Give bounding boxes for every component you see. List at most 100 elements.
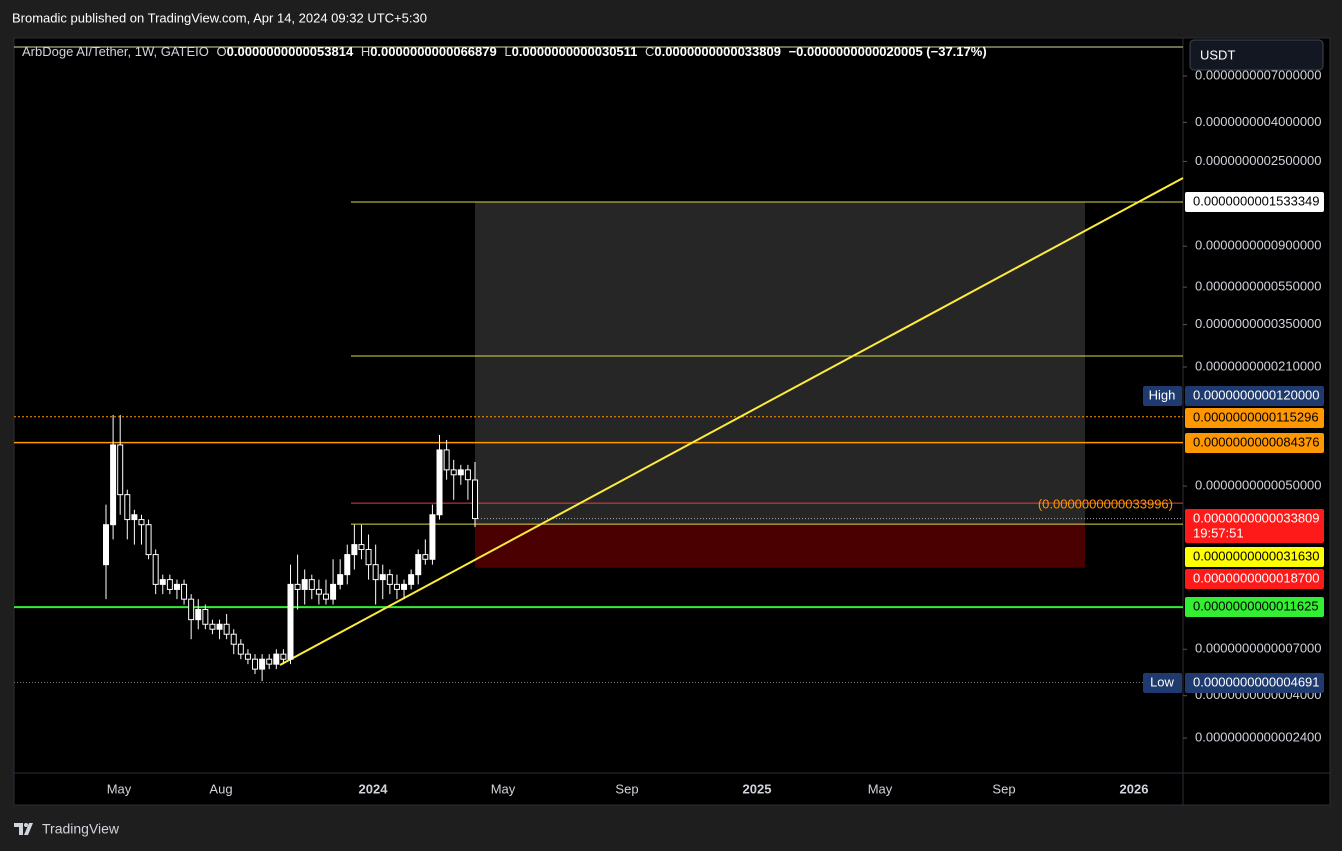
x-tick-label: 2025 — [743, 781, 772, 796]
y-tick-label: 0.0000000000210000 — [1195, 358, 1322, 373]
candle-body — [103, 524, 109, 566]
candle-body — [195, 609, 202, 621]
price-label: 0.0000000000033809 — [1193, 510, 1320, 525]
candle-body — [266, 658, 273, 665]
x-tick-label: Aug — [209, 781, 232, 796]
y-tick-label: 0.0000000000550000 — [1195, 279, 1322, 294]
candle-body — [401, 583, 408, 590]
candle-body — [145, 524, 152, 556]
candle-body — [386, 574, 393, 585]
candle-body — [209, 623, 216, 630]
button-frame[interactable] — [1189, 39, 1324, 71]
candle-body — [294, 583, 301, 590]
tag-label: High — [1149, 387, 1176, 402]
candle-body — [216, 623, 223, 630]
price-label-bg — [1185, 547, 1324, 567]
candle-body — [159, 579, 166, 585]
brand-logo — [14, 823, 33, 835]
candle-body — [188, 598, 195, 621]
publisher: Bromadic published on TradingView.com, A… — [12, 10, 427, 25]
candle-body — [166, 579, 173, 590]
candle-body — [322, 593, 329, 600]
candle-body — [152, 554, 159, 585]
x-tick-label: May — [107, 781, 132, 796]
candle-body — [131, 514, 138, 521]
candle-body — [358, 544, 365, 550]
price-label-bg — [1185, 433, 1324, 453]
candle-body — [408, 574, 415, 585]
candle-body — [202, 609, 209, 625]
trend-line — [279, 177, 1184, 666]
legend-change: −0.0000000000020005 (−37.17%) — [789, 44, 987, 59]
brand-name: TradingView — [42, 821, 120, 837]
candle-body — [422, 554, 429, 560]
candle-body — [259, 658, 266, 670]
x-tick-label: 2026 — [1120, 781, 1149, 796]
y-tick-label: 0.0000000000007000 — [1195, 641, 1322, 656]
y-tick-label: 0.0000000000050000 — [1195, 478, 1322, 493]
x-tick-label: Sep — [615, 781, 638, 796]
candle-body — [230, 633, 237, 645]
y-tick-label: 0.0000000000002400 — [1195, 730, 1322, 745]
candle-body — [301, 579, 308, 590]
x-tick-label: Sep — [992, 781, 1015, 796]
candle-body — [429, 514, 436, 560]
price-label: 0.0000000001533349 — [1193, 193, 1320, 208]
y-tick-label: 0.0000000000350000 — [1195, 316, 1322, 331]
button-label[interactable]: USDT — [1200, 47, 1235, 62]
target-zone — [475, 202, 1085, 525]
candle-body — [223, 623, 230, 635]
price-label-bg — [1185, 509, 1324, 543]
price-label: 0.0000000000011625 — [1193, 598, 1319, 613]
candle-body — [181, 583, 188, 600]
price-label: 0.0000000000031630 — [1193, 548, 1320, 563]
currency-button[interactable]: USDT — [1189, 39, 1324, 71]
price-label-bg — [1185, 597, 1324, 617]
legend-key: O — [217, 44, 227, 59]
candle-body — [173, 583, 180, 590]
candle-body — [443, 449, 450, 471]
brand: TradingView — [14, 821, 120, 837]
brand-logo-dot — [24, 823, 28, 827]
price-label-bg — [1185, 408, 1324, 428]
y-tick-label: 0.0000000004000000 — [1195, 114, 1322, 129]
candle-body — [110, 444, 117, 526]
price-label: 0.0000000000004691 — [1193, 674, 1320, 689]
legend-value: 0.0000000000066879 — [370, 44, 497, 59]
candle-body — [457, 469, 464, 476]
plot: 0.0000000007000000 0.0000000004000000 0.00… — [14, 46, 1322, 796]
candle-body — [330, 583, 337, 600]
price-label-bg — [1185, 386, 1324, 406]
candle-body — [287, 583, 294, 660]
tag-label: Low — [1150, 674, 1174, 689]
price-label: 0.0000000000120000 — [1193, 387, 1320, 402]
candle-body — [252, 658, 259, 670]
legend-symbol: ArbDoge AI/Tether, 1W, GATEIO — [22, 44, 209, 59]
price-label: 0.0000000000115296 — [1193, 409, 1319, 424]
candle-body — [344, 554, 351, 576]
y-tick-label: 0.0000000007000000 — [1195, 67, 1322, 82]
legend-key: L — [504, 44, 511, 59]
price-label-bg — [1185, 673, 1324, 693]
annotation-label: (0.0000000000033996) — [1038, 497, 1173, 512]
tag-bg — [1143, 386, 1182, 406]
candle-body — [244, 653, 251, 660]
candle-body — [124, 494, 131, 521]
candle-body — [308, 579, 315, 590]
candle-body — [337, 574, 344, 585]
candle-body — [472, 479, 478, 520]
legend: ArbDoge AI/Tether, 1W, GATEIO O 0.0000000… — [22, 44, 987, 59]
x-tick-label: 2024 — [359, 781, 389, 796]
candle-body — [273, 653, 280, 665]
candle-body — [138, 519, 145, 526]
x-tick-label: May — [868, 781, 893, 796]
legend-value: 0.0000000000033809 — [654, 44, 781, 59]
x-tick-label: May — [491, 781, 516, 796]
y-tick-label: 0.0000000000900000 — [1195, 238, 1322, 253]
price-label-bg — [1185, 192, 1324, 212]
candle-body — [464, 469, 471, 481]
candle-body — [365, 548, 372, 566]
candle-body — [237, 643, 244, 655]
